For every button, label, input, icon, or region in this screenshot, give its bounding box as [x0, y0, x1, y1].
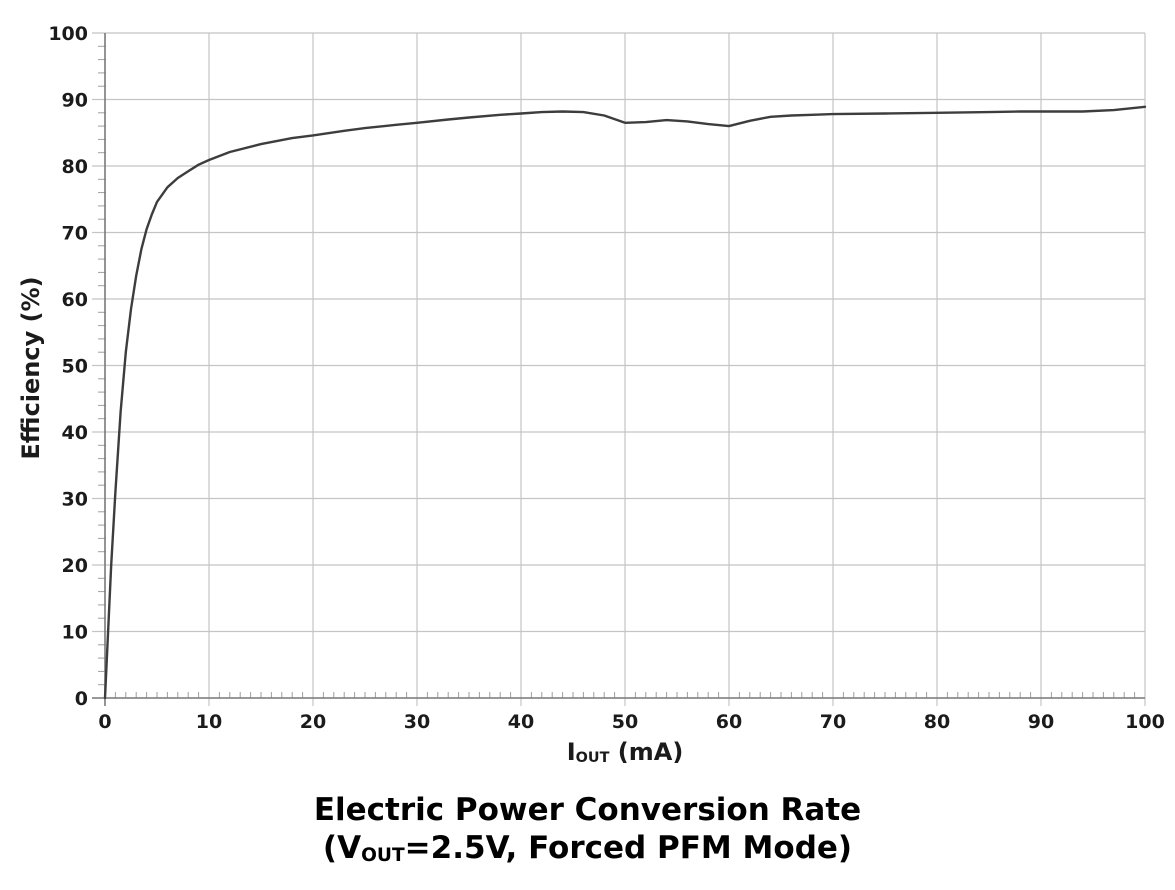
x-tick-label: 70	[820, 711, 846, 733]
y-tick-label: 50	[62, 356, 88, 378]
y-tick-label: 60	[62, 289, 88, 311]
x-tick-label: 40	[508, 711, 534, 733]
y-tick-label: 80	[62, 156, 88, 178]
y-tick-label: 10	[62, 622, 88, 644]
y-tick-label: 70	[62, 223, 88, 245]
chart-title-line1: Electric Power Conversion Rate	[313, 792, 862, 828]
x-axis-title-pre: I	[566, 738, 576, 766]
y-tick-label: 0	[75, 688, 88, 710]
chart-title-line2-subscript: OUT	[361, 845, 405, 867]
x-tick-label: 10	[196, 711, 222, 733]
x-tick-label: 90	[1028, 711, 1054, 733]
y-tick-label: 30	[62, 489, 88, 511]
y-tick-label: 90	[62, 90, 88, 112]
x-tick-label: 30	[404, 711, 430, 733]
y-tick-label: 40	[62, 422, 88, 444]
x-tick-label: 50	[612, 711, 638, 733]
x-tick-label: 20	[300, 711, 326, 733]
x-tick-label: 60	[716, 711, 742, 733]
chart-title-line2-post: =2.5V, Forced PFM Mode)	[404, 830, 853, 866]
y-axis-title: Efficiency (%)	[17, 276, 45, 459]
x-axis-title-post: (mA)	[609, 738, 684, 766]
efficiency-curve	[103, 105, 1147, 700]
x-tick-label: 80	[924, 711, 950, 733]
y-tick-label: 100	[48, 23, 88, 45]
x-axis-title: IOUT (mA)	[567, 738, 684, 766]
chart-title-line2-pre: (V	[322, 830, 362, 866]
chart-title-line2: (VOUT=2.5V, Forced PFM Mode)	[0, 829, 1175, 872]
chart-title: Electric Power Conversion Rate (VOUT=2.5…	[0, 791, 1175, 872]
x-axis-title-subscript: OUT	[575, 750, 610, 767]
x-tick-label: 100	[1125, 711, 1165, 733]
y-tick-label: 20	[62, 555, 88, 577]
x-tick-label: 0	[98, 711, 111, 733]
y-axis-title-text: Efficiency (%)	[17, 276, 45, 460]
